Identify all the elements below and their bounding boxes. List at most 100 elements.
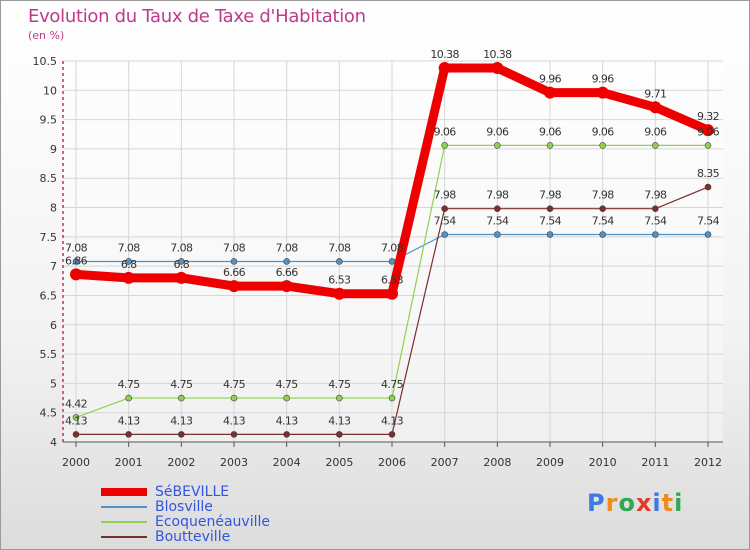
data-point <box>441 205 448 213</box>
x-tick-label: 2006 <box>378 456 406 469</box>
data-label: 8.35 <box>697 167 720 180</box>
data-point <box>336 431 343 438</box>
data-point <box>546 231 554 238</box>
data-label: 6.86 <box>65 254 88 267</box>
data-point <box>388 431 396 438</box>
y-tick-label: 9.5 <box>40 114 58 127</box>
data-label: 6.53 <box>381 274 404 287</box>
y-tick-label: 7.5 <box>40 231 58 244</box>
data-point <box>280 280 293 293</box>
logo-letter: i <box>674 489 684 517</box>
data-label: 4.75 <box>170 378 193 391</box>
data-label: 7.08 <box>118 241 141 254</box>
data-point <box>649 101 662 114</box>
data-label: 4.13 <box>223 414 246 427</box>
x-tick-label: 2001 <box>115 456 143 469</box>
data-point <box>441 142 448 149</box>
data-label: 9.71 <box>644 87 666 100</box>
data-point <box>388 394 396 402</box>
data-point <box>230 431 238 438</box>
x-tick-label: 2010 <box>589 456 617 469</box>
data-point <box>228 280 240 293</box>
data-point <box>599 205 606 213</box>
data-label: 7.08 <box>328 241 351 254</box>
data-label: 10.38 <box>430 48 459 61</box>
data-label: 9.06 <box>644 125 667 138</box>
x-tick-label: 2003 <box>220 456 248 469</box>
data-label: 6.53 <box>328 274 351 287</box>
data-point <box>125 258 132 265</box>
data-label: 9.06 <box>434 125 457 138</box>
data-label: 7.08 <box>170 241 193 254</box>
data-point <box>438 62 451 75</box>
data-label: 7.54 <box>592 215 615 228</box>
legend-swatch <box>101 536 147 538</box>
y-tick-label: 4.5 <box>40 407 58 420</box>
data-point <box>283 431 290 438</box>
data-label: 9.06 <box>539 125 562 138</box>
data-label: 4.13 <box>276 414 299 427</box>
data-label: 6.66 <box>276 266 299 279</box>
data-label: 9.32 <box>697 110 719 123</box>
data-point <box>546 142 554 149</box>
data-label: 6.8 <box>173 258 189 271</box>
data-label: 4.42 <box>65 397 87 410</box>
data-label: 9.96 <box>539 73 562 86</box>
data-point <box>546 205 554 213</box>
x-tick-label: 2000 <box>62 456 90 469</box>
data-label: 9.06 <box>486 125 509 138</box>
data-label: 4.75 <box>223 378 246 391</box>
data-point <box>599 142 606 149</box>
data-label: 7.98 <box>644 189 667 202</box>
legend-label: Ecoquenéauville <box>155 514 270 530</box>
data-point <box>704 183 712 191</box>
chart-subtitle: (en %) <box>28 29 65 42</box>
legend-label: SéBEVILLE <box>155 484 230 500</box>
x-tick-label: 2005 <box>325 456 353 469</box>
legend-label: Boutteville <box>155 529 231 545</box>
data-point <box>72 431 80 438</box>
legend-swatch <box>101 488 147 496</box>
data-point <box>122 271 135 284</box>
data-label: 7.98 <box>486 189 509 202</box>
data-point <box>178 258 185 265</box>
data-label: 7.08 <box>276 241 299 254</box>
data-point <box>494 142 501 149</box>
data-label: 6.8 <box>121 258 137 271</box>
y-tick-label: 6 <box>50 319 57 332</box>
x-tick-label: 2007 <box>431 456 459 469</box>
data-point <box>175 271 188 284</box>
logo-letter: x <box>635 489 653 517</box>
data-label: 4.75 <box>118 378 141 391</box>
logo-letter: r <box>605 489 619 517</box>
x-tick-label: 2011 <box>641 456 669 469</box>
legend-label: Blosville <box>155 499 213 515</box>
data-point <box>441 231 448 238</box>
data-point <box>494 205 501 213</box>
logo-letter: t <box>661 489 675 517</box>
data-point <box>72 414 80 421</box>
data-point <box>336 258 343 265</box>
chart-title: Evolution du Taux de Taxe d'Habitation <box>28 6 366 27</box>
data-label: 7.98 <box>539 189 562 202</box>
data-point <box>230 258 238 265</box>
data-point <box>652 205 659 213</box>
data-label: 4.13 <box>381 414 404 427</box>
data-point <box>386 287 398 300</box>
data-label: 10.38 <box>483 48 512 61</box>
data-point <box>388 258 396 265</box>
y-tick-label: 4 <box>50 436 57 449</box>
y-tick-label: 8.5 <box>40 172 58 185</box>
data-point <box>125 431 132 438</box>
data-point <box>596 86 609 99</box>
data-point <box>599 231 606 238</box>
y-tick-label: 8 <box>50 202 57 215</box>
data-label: 7.54 <box>644 215 667 228</box>
x-tick-label: 2008 <box>483 456 511 469</box>
data-label: 7.54 <box>697 215 720 228</box>
data-label: 7.54 <box>434 215 457 228</box>
plot-area <box>63 61 723 442</box>
y-tick-label: 10.5 <box>33 55 58 68</box>
